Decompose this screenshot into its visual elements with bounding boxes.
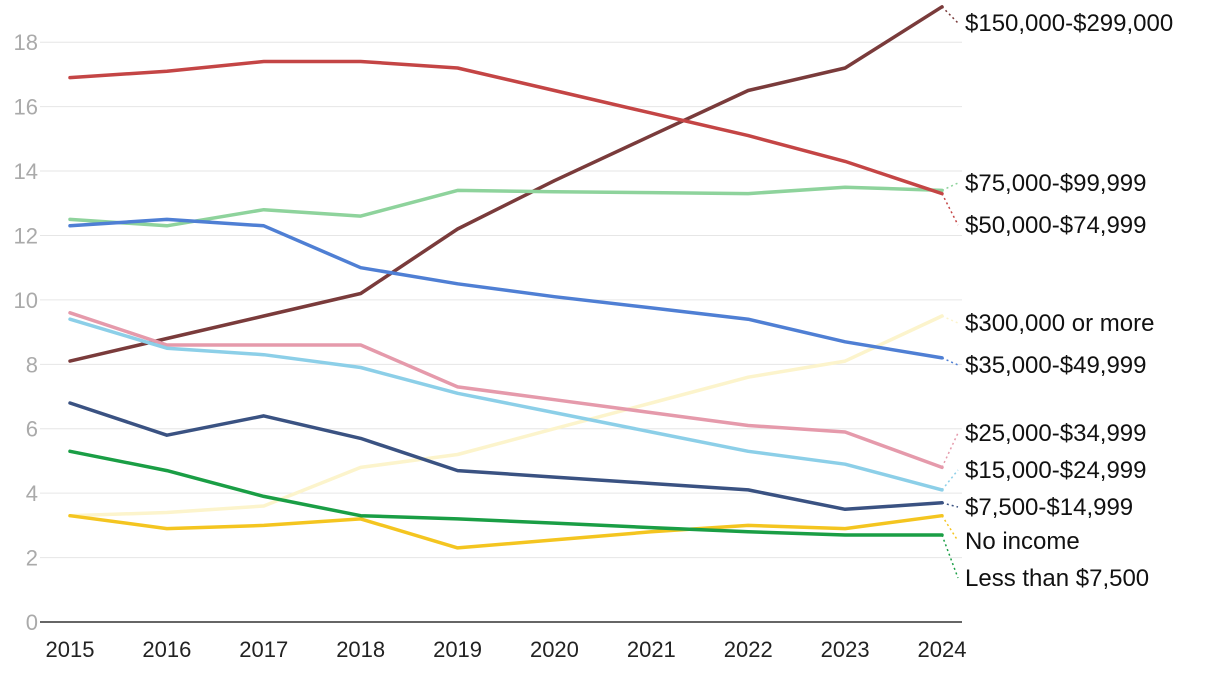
series-line [68,513,944,550]
label-leader [941,193,959,226]
x-tick-label: 2019 [433,637,482,662]
series-line [68,449,944,537]
series-line [68,311,944,470]
series-line [68,185,944,228]
y-tick-label: 4 [26,481,38,506]
x-tick-label: 2017 [239,637,288,662]
label-leader [941,182,959,192]
y-tick-label: 2 [26,546,38,571]
series-lines [68,5,944,550]
series-label: $35,000-$49,999 [965,352,1147,379]
x-tick-label: 2020 [530,637,579,662]
y-tick-label: 10 [14,288,38,313]
x-tick-label: 2024 [918,637,967,662]
series-line [68,317,944,492]
label-leader [941,502,959,508]
x-tick-label: 2016 [142,637,191,662]
series-line [68,59,944,196]
gridlines [40,41,962,559]
series-line [68,217,944,360]
label-leader [941,315,959,324]
series-line [68,401,944,512]
series-label: $300,000 or more [965,310,1154,337]
series-labels: $150,000-$299,000 $75,000-$99,999 $50,000-… [965,10,1173,592]
label-leader [941,515,959,542]
x-tick-label: 2018 [336,637,385,662]
series-line [68,5,944,363]
series-label: $25,000-$34,999 [965,420,1147,447]
x-tick-label: 2015 [46,637,95,662]
label-leader [941,469,959,491]
label-leader [941,534,959,579]
label-leader [941,6,959,24]
y-axis-ticks: 0 2 4 6 8 10 12 14 16 18 [14,30,38,635]
y-tick-label: 16 [14,95,38,120]
x-axis-ticks: 2015 2016 2017 2018 2019 2020 2021 2022 2023 2024 [46,637,967,662]
series-label: $7,500-$14,999 [965,494,1133,521]
series-label: $15,000-$24,999 [965,457,1147,484]
series-label: No income [965,528,1080,555]
label-leader [941,432,959,468]
series-label: Less than $7,500 [965,565,1149,592]
y-tick-label: 12 [14,223,38,248]
y-tick-label: 18 [14,30,38,55]
x-tick-label: 2021 [627,637,676,662]
y-tick-label: 14 [14,159,38,184]
label-leaders [941,6,959,579]
series-label: $75,000-$99,999 [965,170,1147,197]
series-line [68,314,944,518]
x-tick-label: 2023 [821,637,870,662]
series-label: $150,000-$299,000 [965,10,1173,37]
y-tick-label: 8 [26,352,38,377]
x-tick-label: 2022 [724,637,773,662]
series-label: $50,000-$74,999 [965,212,1147,239]
y-tick-label: 0 [26,610,38,635]
y-tick-label: 6 [26,417,38,442]
